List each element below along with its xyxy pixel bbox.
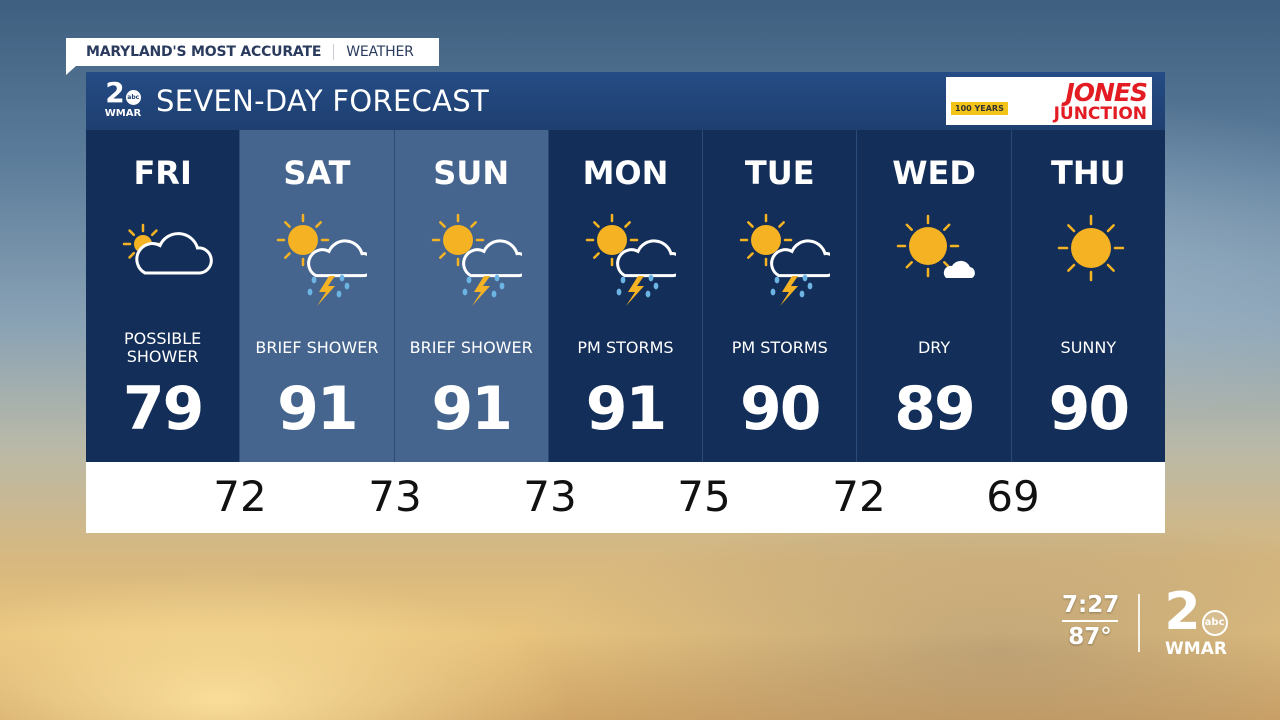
low-temps-row: 72 73 73 75 72 69 [86, 462, 1165, 533]
current-time: 7:27 [1062, 592, 1120, 618]
mostly-sunny-icon [884, 206, 984, 306]
station-logo: 2 abc WMAR [100, 78, 146, 124]
condition: PM STORMS [731, 338, 828, 357]
high-temp: 91 [585, 374, 668, 444]
abc-logo-icon: abc [125, 90, 141, 105]
low-temp: 75 [677, 472, 731, 521]
sun-thunderstorm-icon [576, 206, 685, 306]
logo-call-letters: WMAR [1165, 639, 1227, 659]
forecast-grid: FRI POSSIBLE SHOWER 79 SAT BRIEF SHOWER 91 S… [86, 130, 1165, 462]
day-column: MON PM STORMS 91 [547, 130, 703, 462]
sponsor-line1: JONES [1065, 77, 1148, 107]
day-name: WED [892, 154, 976, 192]
condition: BRIEF SHOWER [255, 338, 379, 357]
day-name: SAT [283, 154, 351, 192]
low-temp: 69 [986, 472, 1040, 521]
day-name: SUN [433, 154, 510, 192]
day-column: SAT BRIEF SHOWER 91 [239, 130, 394, 462]
high-temp: 79 [122, 374, 205, 444]
sun-thunderstorm-icon [422, 206, 531, 306]
sun-thunderstorm-icon [267, 206, 376, 306]
high-temp: 90 [740, 374, 822, 444]
low-temp: 72 [832, 472, 886, 521]
high-temp: 90 [1048, 374, 1131, 444]
tagline-banner: MARYLAND'S MOST ACCURATE WEATHER [66, 38, 439, 75]
tagline-weather: WEATHER [346, 44, 414, 60]
divider [333, 44, 335, 60]
station-bug-logo: 2 abc WMAR [1156, 584, 1236, 660]
condition: BRIEF SHOWER [409, 338, 533, 357]
sun-thunderstorm-icon [730, 206, 839, 306]
abc-logo-icon: abc [1201, 610, 1228, 636]
low-temp: 72 [213, 472, 267, 521]
current-temp: 87° [1068, 624, 1112, 650]
logo-row: 2 abc [1164, 582, 1228, 642]
condition: DRY [917, 338, 951, 357]
day-column: SUN BRIEF SHOWER 91 [393, 130, 548, 462]
logo-number: 2 [1164, 582, 1201, 642]
day-column: WED DRY 89 [856, 130, 1011, 462]
divider [1138, 594, 1140, 652]
day-column: TUE PM STORMS 90 [702, 130, 857, 462]
day-column: FRI POSSIBLE SHOWER 79 [86, 130, 240, 462]
day-name: FRI [133, 154, 192, 192]
high-temp: 89 [894, 374, 976, 444]
low-temp: 73 [368, 472, 422, 521]
page-title: SEVEN-DAY FORECAST [156, 84, 489, 118]
forecast-header: 2 abc WMAR SEVEN-DAY FORECAST 100 YEARS … [86, 72, 1165, 130]
condition: POSSIBLE SHOWER [124, 329, 202, 366]
logo-number: 2 [105, 76, 125, 109]
sponsor-badge: 100 YEARS [951, 101, 1008, 115]
high-temp: 91 [277, 374, 359, 444]
day-name: THU [1051, 154, 1126, 192]
condition: PM STORMS [577, 338, 674, 357]
low-temp: 73 [523, 472, 577, 521]
sponsor-line2: JUNCTION [1053, 103, 1147, 124]
day-name: MON [582, 154, 669, 192]
tagline-bold: MARYLAND'S MOST ACCURATE [86, 44, 322, 60]
condition: SUNNY [1060, 338, 1117, 357]
logo-row: 2 abc [105, 76, 141, 109]
day-column: THU SUNNY 90 [1010, 130, 1165, 462]
divider [1062, 620, 1118, 622]
logo-call-letters: WMAR [104, 108, 142, 119]
sponsor-text: JONES JUNCTION [1008, 77, 1148, 124]
partly-cloudy-icon [113, 206, 213, 306]
sunny-icon [1039, 206, 1139, 306]
day-name: TUE [744, 154, 815, 192]
high-temp: 91 [431, 374, 513, 444]
time-temp-bug: 7:27 87° [1062, 592, 1120, 650]
sponsor-logo: 100 YEARS JONES JUNCTION [946, 77, 1152, 125]
